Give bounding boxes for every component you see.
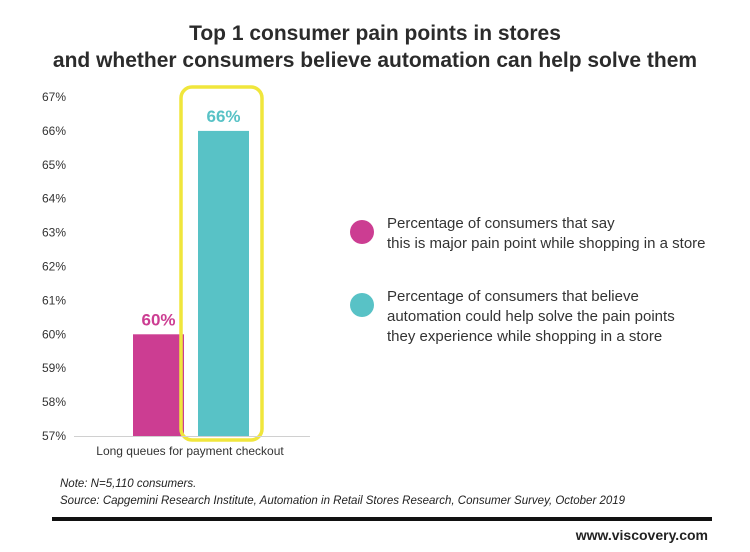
highlight-frame bbox=[179, 85, 264, 442]
y-tick-label: 66% bbox=[42, 124, 66, 138]
y-tick-label: 64% bbox=[42, 192, 66, 206]
source-text: Source: Capgemini Research Institute, Au… bbox=[60, 495, 626, 507]
legend-swatch-automation bbox=[350, 293, 374, 317]
y-tick-label: 58% bbox=[42, 395, 66, 409]
chart-title: Top 1 consumer pain points in stores and… bbox=[0, 20, 750, 74]
bar-chart: 67% 66% 65% 64% 63% 62% 61% 60% 59% 58% 57% 60% 66% L… bbox=[42, 85, 310, 458]
y-tick-label: 67% bbox=[42, 90, 66, 104]
chart-notes: Note: N=5,110 consumers. Source: Capgemi… bbox=[60, 476, 625, 510]
y-tick-label: 65% bbox=[42, 158, 66, 172]
y-tick-label: 57% bbox=[42, 429, 66, 443]
x-category-label: Long queues for payment checkout bbox=[96, 444, 284, 458]
legend-label-pain-point: Percentage of consumers that say this is… bbox=[387, 215, 706, 252]
legend-swatch-pain-point bbox=[350, 220, 374, 244]
chart-title-line-1: Top 1 consumer pain points in stores bbox=[189, 22, 561, 45]
website-url: www.viscovery.com bbox=[575, 527, 708, 543]
legend-item-automation: Percentage of consumers that believe aut… bbox=[350, 287, 727, 347]
note-text: Note: N=5,110 consumers. bbox=[60, 478, 197, 490]
bar-series-1 bbox=[133, 334, 184, 436]
y-tick-label: 59% bbox=[42, 361, 66, 375]
bar-series-2 bbox=[198, 130, 249, 436]
footer-divider bbox=[52, 517, 712, 521]
chart-title-line-2: and whether consumers believe automation… bbox=[52, 49, 698, 72]
y-tick-label: 60% bbox=[42, 327, 66, 341]
legend-item-pain-point: Percentage of consumers that say this is… bbox=[350, 214, 727, 254]
legend-label-automation: Percentage of consumers that believe aut… bbox=[387, 288, 675, 345]
y-tick-label: 61% bbox=[42, 293, 66, 307]
y-tick-label: 63% bbox=[42, 226, 66, 240]
y-tick-label: 62% bbox=[42, 260, 66, 274]
data-label-series-1: 60% bbox=[141, 310, 175, 329]
data-label-series-2: 66% bbox=[206, 107, 240, 126]
